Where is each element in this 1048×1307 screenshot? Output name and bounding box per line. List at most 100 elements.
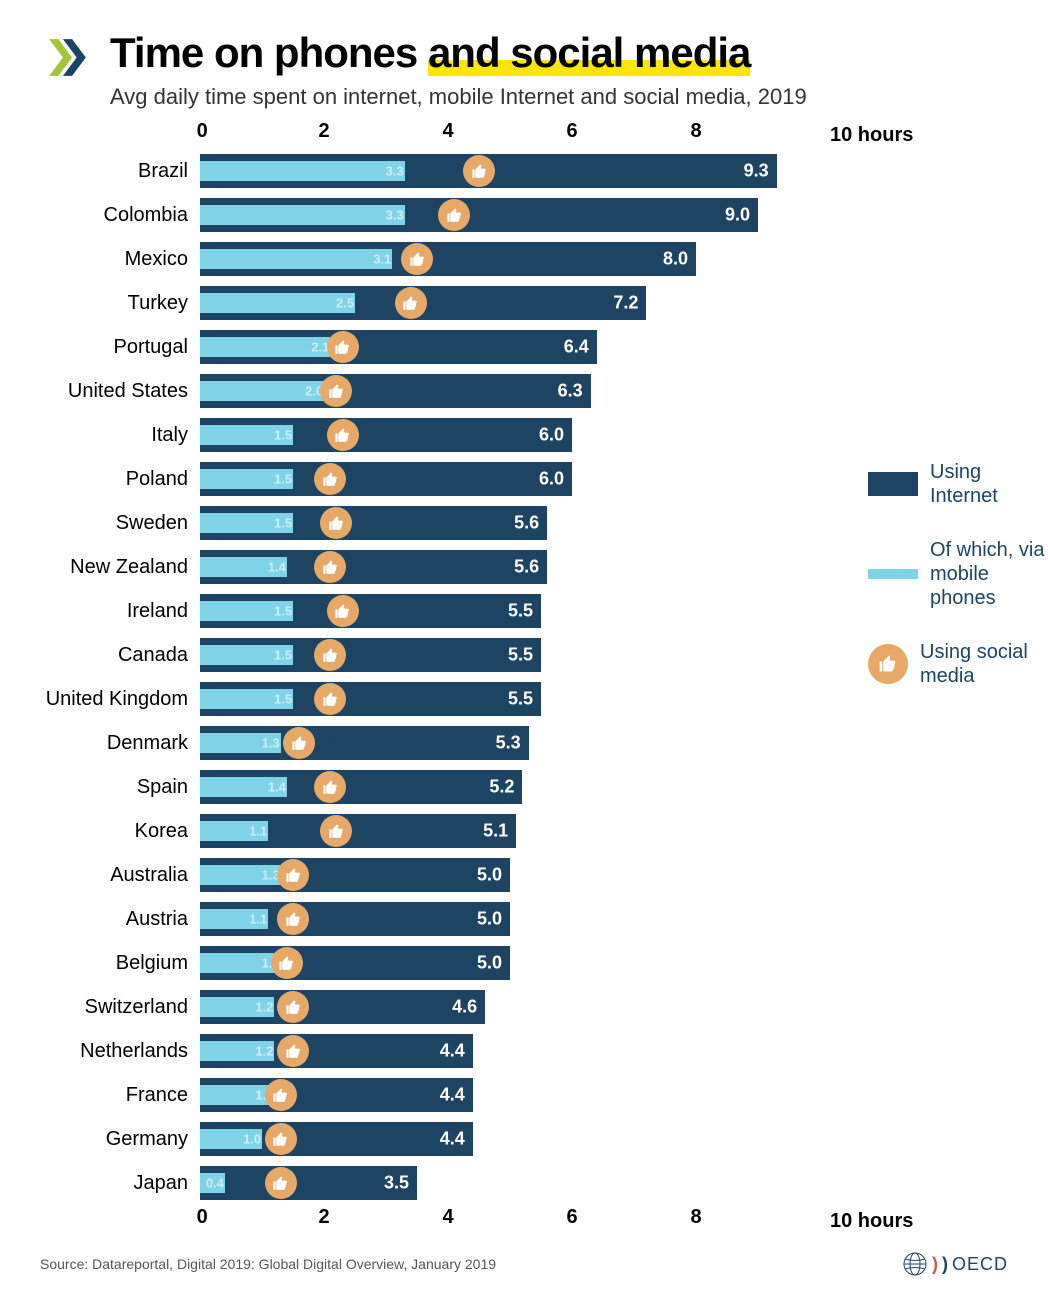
thumbs-up-icon xyxy=(320,815,352,847)
value-mobile: 0.4 xyxy=(206,1176,224,1191)
country-label: United Kingdom xyxy=(40,688,200,711)
country-label: France xyxy=(40,1084,200,1107)
country-row: Colombia9.03.34.1 xyxy=(40,194,1008,236)
bars: 4.41.21.3 xyxy=(200,1078,820,1112)
oecd-logo: )) OECD xyxy=(902,1251,1008,1277)
value-social: 2.1 xyxy=(353,689,378,710)
country-label: Korea xyxy=(40,820,200,843)
thumbs-up-icon xyxy=(327,331,359,363)
value-mobile: 3.3 xyxy=(386,164,404,179)
country-row: Sweden5.61.52.2 xyxy=(40,502,1008,544)
thumbs-up-icon xyxy=(327,419,359,451)
header: Time on phones and social media Avg dail… xyxy=(40,30,1008,110)
country-row: Denmark5.31.31.6 xyxy=(40,722,1008,764)
country-label: United States xyxy=(40,380,200,403)
thumbs-up-icon xyxy=(283,727,315,759)
axis-tick: 4 xyxy=(442,1206,453,1229)
value-internet: 7.2 xyxy=(613,293,638,314)
value-internet: 5.0 xyxy=(477,865,502,886)
value-social: 1.3 xyxy=(304,1085,329,1106)
bar-mobile xyxy=(200,161,405,181)
country-label: Japan xyxy=(40,1172,200,1195)
value-mobile: 1.5 xyxy=(274,516,292,531)
thumbs-up-icon xyxy=(277,991,309,1023)
value-internet: 6.0 xyxy=(539,469,564,490)
value-social: 3.4 xyxy=(434,293,459,314)
thumbs-up-icon xyxy=(314,683,346,715)
axis-tick: 6 xyxy=(566,120,577,143)
thumbs-up-icon xyxy=(314,463,346,495)
bars: 3.50.41.3 xyxy=(200,1166,820,1200)
bars: 4.41.21.5 xyxy=(200,1034,820,1068)
country-row: Spain5.21.42.1 xyxy=(40,766,1008,808)
axis-tick: 2 xyxy=(318,120,329,143)
value-social: 1.5 xyxy=(316,1041,341,1062)
value-social: 2.2 xyxy=(359,381,384,402)
bars: 4.41.01.3 xyxy=(200,1122,820,1156)
value-mobile: 1.5 xyxy=(274,692,292,707)
value-internet: 5.6 xyxy=(514,557,539,578)
country-row: Canada5.51.52.1 xyxy=(40,634,1008,676)
value-social: 2.2 xyxy=(359,513,384,534)
legend: Using Internet Of which, via mobile phon… xyxy=(868,460,1048,718)
value-mobile: 1.5 xyxy=(274,428,292,443)
thumbs-up-icon xyxy=(401,243,433,275)
country-label: Turkey xyxy=(40,292,200,315)
legend-internet: Using Internet xyxy=(868,460,1048,508)
value-mobile: 1.2 xyxy=(255,1000,273,1015)
thumbs-up-icon xyxy=(327,595,359,627)
value-internet: 5.0 xyxy=(477,909,502,930)
axis-bottom: 02468 10 hours xyxy=(40,1206,1008,1236)
country-label: Portugal xyxy=(40,336,200,359)
chart: 02468 10 hours Brazil9.33.34.5Colombia9.… xyxy=(40,120,1008,1236)
country-row: Austria5.01.11.5 xyxy=(40,898,1008,940)
thumbs-up-icon xyxy=(463,155,495,187)
country-label: Netherlands xyxy=(40,1040,200,1063)
country-label: New Zealand xyxy=(40,556,200,579)
value-mobile: 3.3 xyxy=(386,208,404,223)
country-row: United Kingdom5.51.52.1 xyxy=(40,678,1008,720)
bars: 5.01.11.5 xyxy=(200,902,820,936)
country-row: Poland6.01.52.1 xyxy=(40,458,1008,500)
value-internet: 6.4 xyxy=(564,337,589,358)
country-row: New Zealand5.61.42.1 xyxy=(40,546,1008,588)
bars: 5.51.52.1 xyxy=(200,682,820,716)
country-row: Japan3.50.41.3 xyxy=(40,1162,1008,1204)
bars: 5.01.31.4 xyxy=(200,946,820,980)
bars: 9.33.34.5 xyxy=(200,154,820,188)
bars: 5.21.42.1 xyxy=(200,770,820,804)
thumbs-up-icon xyxy=(277,1035,309,1067)
value-internet: 5.5 xyxy=(508,645,533,666)
value-mobile: 1.5 xyxy=(274,604,292,619)
bar-mobile xyxy=(200,293,355,313)
value-mobile: 2.5 xyxy=(336,296,354,311)
bars: 4.61.21.5 xyxy=(200,990,820,1024)
value-internet: 4.4 xyxy=(440,1041,465,1062)
value-internet: 5.0 xyxy=(477,953,502,974)
country-label: Ireland xyxy=(40,600,200,623)
value-social: 3.5 xyxy=(440,249,465,270)
bars: 5.11.12.2 xyxy=(200,814,820,848)
bars: 6.01.52.1 xyxy=(200,462,820,496)
country-label: Switzerland xyxy=(40,996,200,1019)
bars: 5.51.52.1 xyxy=(200,638,820,672)
country-label: Mexico xyxy=(40,248,200,271)
axis-tick: 0 xyxy=(197,120,208,143)
country-label: Italy xyxy=(40,424,200,447)
value-social: 1.3 xyxy=(304,1173,329,1194)
value-mobile: 1.1 xyxy=(249,824,267,839)
country-row: France4.41.21.3 xyxy=(40,1074,1008,1116)
bar-mobile xyxy=(200,249,392,269)
bars: 5.51.52.3 xyxy=(200,594,820,628)
value-social: 1.5 xyxy=(316,997,341,1018)
value-mobile: 1.1 xyxy=(249,912,267,927)
thumbs-up-icon xyxy=(314,551,346,583)
thumbs-up-icon xyxy=(265,1167,297,1199)
thumbs-up-icon xyxy=(320,507,352,539)
thumbs-up-icon xyxy=(438,199,470,231)
value-mobile: 1.4 xyxy=(268,780,286,795)
value-mobile: 1.4 xyxy=(268,560,286,575)
value-social: 4.1 xyxy=(477,205,502,226)
value-social: 1.6 xyxy=(322,733,347,754)
country-label: Spain xyxy=(40,776,200,799)
